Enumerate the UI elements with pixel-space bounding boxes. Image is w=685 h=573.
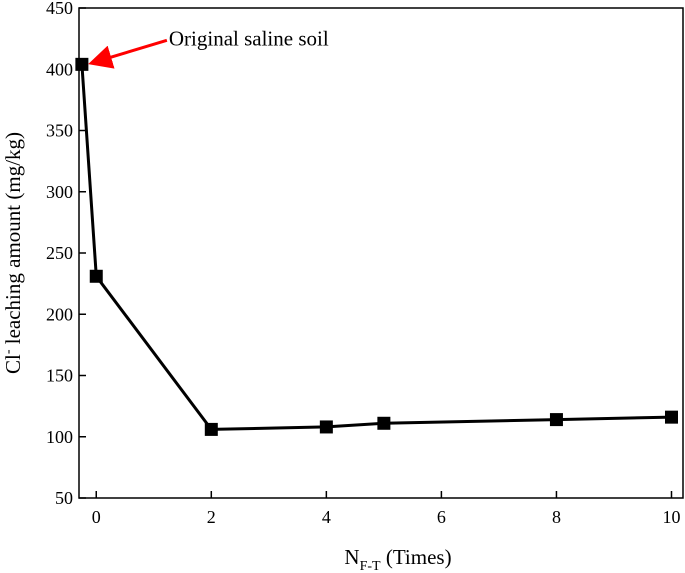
data-point (664, 410, 678, 424)
y-axis-label: Cl- leaching amount (mg/kg) (1, 132, 25, 374)
y-tick-label: 300 (46, 182, 73, 202)
y-tick-label: 250 (46, 243, 73, 263)
y-axis-label-prefix: Cl (1, 354, 25, 374)
y-tick-label: 150 (46, 366, 73, 386)
x-tick-label: 6 (437, 507, 446, 527)
y-tick-label: 100 (46, 427, 73, 447)
y-tick-label: 350 (46, 121, 73, 141)
x-axis-ticks: 0 2 4 6 8 10 (92, 491, 680, 527)
data-point (204, 422, 218, 436)
x-axis-label-subscript: F-T (360, 559, 381, 573)
y-axis-label-superscript: - (1, 349, 16, 354)
series-lines (80, 64, 672, 431)
x-axis-label: NF-T (Times) (344, 545, 451, 573)
data-point (89, 269, 103, 283)
x-tick-label: 2 (207, 507, 216, 527)
y-tick-label: 50 (55, 488, 73, 508)
x-tick-label: 10 (662, 507, 680, 527)
data-point (319, 420, 333, 434)
data-point (377, 416, 391, 430)
y-tick-label: 400 (46, 59, 73, 79)
annotation-label: Original saline soil (169, 26, 329, 50)
y-axis-ticks: 50 100 150 200 250 300 350 400 450 (46, 0, 86, 508)
y-tick-label: 200 (46, 304, 73, 324)
annotation-arrow (88, 38, 168, 69)
x-axis-label-suffix: (Times) (381, 545, 452, 569)
data-point (75, 57, 89, 71)
y-tick-label: 450 (46, 0, 73, 18)
x-tick-label: 0 (92, 507, 101, 527)
series-points (75, 57, 678, 436)
y-axis-label-suffix: leaching amount (mg/kg) (1, 132, 25, 350)
series-line (80, 64, 672, 431)
x-axis-label-main: N (344, 545, 359, 569)
x-tick-label: 4 (322, 507, 331, 527)
x-tick-label: 8 (552, 507, 561, 527)
annotations: Original saline soil (88, 26, 329, 69)
data-point (549, 413, 563, 427)
